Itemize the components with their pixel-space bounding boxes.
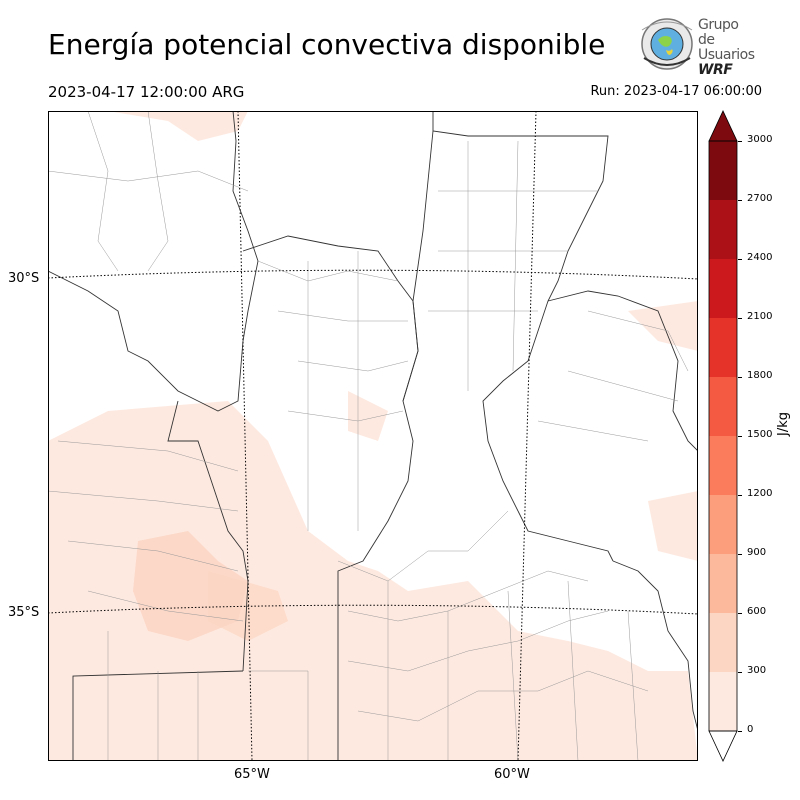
colorbar-tick-mark <box>738 731 742 732</box>
colorbar-box-9 <box>709 141 737 200</box>
province-boundaries <box>48 111 698 761</box>
colorbar-tick-mark <box>738 672 742 673</box>
lat-label-35s: 35°S <box>8 605 40 620</box>
colorbar-box-3 <box>709 495 737 554</box>
run-time: Run: 2023-04-17 06:00:00 <box>590 84 762 99</box>
colorbar-box-8 <box>709 200 737 259</box>
colorbar-tick-label: 1800 <box>747 370 773 381</box>
colorbar-tick-label: 900 <box>747 547 767 558</box>
logo-line-2: Usuarios <box>698 47 755 63</box>
colorbar-tick-label: 300 <box>747 665 767 676</box>
lat-label-30s: 30°S <box>8 271 40 286</box>
graticule <box>48 111 698 761</box>
department-boundaries <box>48 111 689 761</box>
colorbar-tick-mark <box>738 613 742 614</box>
colorbar-box-4 <box>709 436 737 495</box>
colorbar-extend-max <box>708 110 738 142</box>
colorbar-tick-mark <box>738 436 742 437</box>
wrf-users-logo: Grupo de Usuarios WRF <box>638 16 758 78</box>
page-title: Energía potencial convectiva disponible <box>48 28 606 61</box>
colorbar-tick-mark <box>738 495 742 496</box>
colorbar-box-0 <box>709 672 737 731</box>
colorbar-box-5 <box>709 377 737 436</box>
colorbar-box-2 <box>709 554 737 613</box>
globe-icon <box>641 18 693 70</box>
colorbar-unit: J/kg <box>776 412 791 436</box>
colorbar-tick-label: 2700 <box>747 193 773 204</box>
logo-line-1: Grupo de <box>698 17 739 48</box>
colorbar-extend-min <box>708 730 738 762</box>
lon-label-60w: 60°W <box>494 767 530 782</box>
logo-line-3: WRF <box>698 62 733 78</box>
colorbar-tick-label: 3000 <box>747 134 773 145</box>
colorbar-box-6 <box>709 318 737 377</box>
colorbar-tick-mark <box>738 554 742 555</box>
colorbar-box-7 <box>709 259 737 318</box>
cape-map <box>48 111 698 761</box>
colorbar-box-1 <box>709 613 737 672</box>
colorbar-tick-mark <box>738 200 742 201</box>
colorbar-tick-mark <box>738 141 742 142</box>
colorbar-tick-label: 600 <box>747 606 767 617</box>
colorbar-tick-mark <box>738 318 742 319</box>
colorbar <box>708 110 738 762</box>
coastline <box>612 560 698 732</box>
colorbar-tick-label: 1500 <box>747 429 773 440</box>
colorbar-tick-label: 2100 <box>747 311 773 322</box>
colorbar-tick-label: 1200 <box>747 488 773 499</box>
valid-time: 2023-04-17 12:00:00 ARG <box>48 83 245 101</box>
colorbar-tick-mark <box>738 377 742 378</box>
lon-label-65w: 65°W <box>234 767 270 782</box>
colorbar-tick-label: 0 <box>747 724 754 735</box>
colorbar-tick-label: 2400 <box>747 252 773 263</box>
colorbar-tick-mark <box>738 259 742 260</box>
cape-shading <box>48 111 698 761</box>
